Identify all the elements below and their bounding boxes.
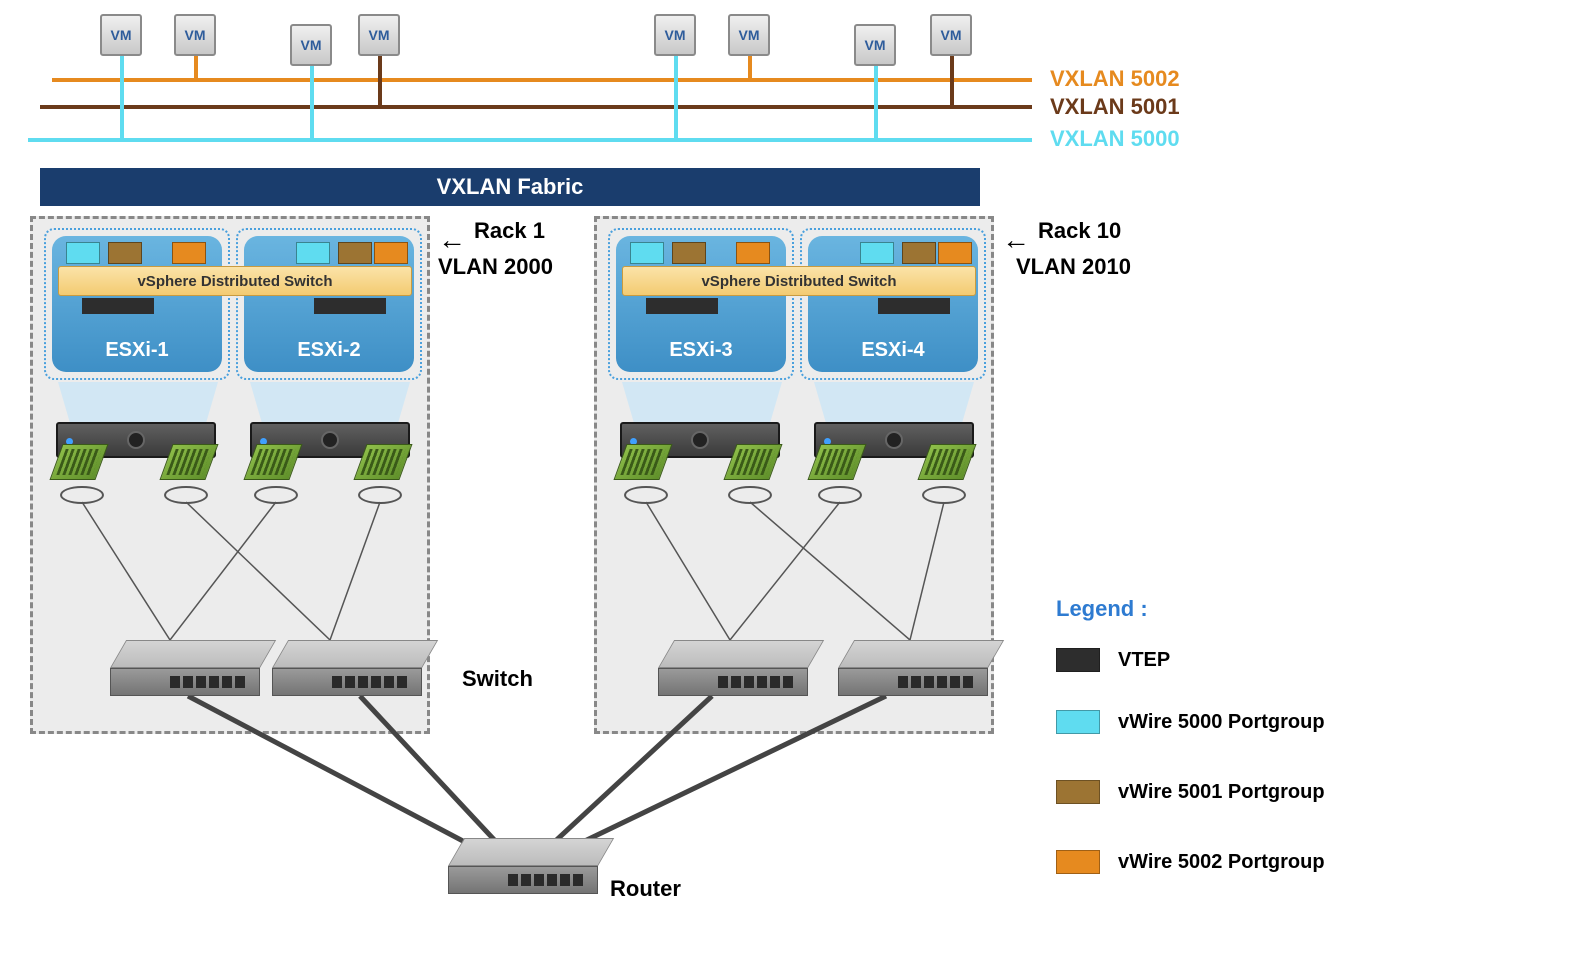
rack-10-vlan: VLAN 2010: [1016, 254, 1131, 280]
esxi-2-label: ESXi-2: [244, 339, 414, 362]
switch-2: [272, 640, 422, 696]
nic-oval: [164, 486, 208, 504]
vm-5-drop: [674, 52, 678, 140]
esxi-1-label: ESXi-1: [52, 339, 222, 362]
rack-1-vlan: VLAN 2000: [438, 254, 553, 280]
vm-box-3: VM: [290, 24, 332, 66]
switch-4: [838, 640, 988, 696]
legend-item-label: vWire 5000 Portgroup: [1118, 711, 1325, 734]
esxi-4-label: ESXi-4: [808, 339, 978, 362]
esxi-3-label: ESXi-3: [616, 339, 786, 362]
vxlan-fabric-bar: VXLAN Fabric: [40, 168, 980, 206]
switch-label: Switch: [462, 666, 533, 692]
legend-5000: vWire 5000 Portgroup: [1056, 710, 1325, 734]
nic-oval: [60, 486, 104, 504]
vm-box-1: VM: [100, 14, 142, 56]
pg-5001: [338, 242, 372, 264]
vm-6-drop: [748, 52, 752, 80]
vm-1-drop: [120, 52, 124, 140]
vtep-esxi2: [314, 298, 386, 314]
pg-5002: [938, 242, 972, 264]
switch-1: [110, 640, 260, 696]
vm-box-6: VM: [728, 14, 770, 56]
switch-3: [658, 640, 808, 696]
vm-label: VM: [369, 27, 390, 43]
vtep-esxi3: [646, 298, 718, 314]
vxlan-5001-line: [40, 105, 1032, 109]
vm-label: VM: [941, 27, 962, 43]
dvs-rack10: vSphere Distributed Switch: [622, 266, 976, 296]
vxlan-5002-line: [52, 78, 1032, 82]
vm-box-2: VM: [174, 14, 216, 56]
router: [448, 838, 598, 894]
vm-box-4: VM: [358, 14, 400, 56]
vm-label: VM: [739, 27, 760, 43]
vm-7-drop: [874, 62, 878, 140]
vm-label: VM: [185, 27, 206, 43]
vxlan-5000-line: [28, 138, 1032, 142]
rack-1-label: Rack 1: [474, 218, 545, 244]
vm-box-5: VM: [654, 14, 696, 56]
nic-oval: [818, 486, 862, 504]
dvs-label: vSphere Distributed Switch: [701, 273, 896, 290]
vm-label: VM: [865, 37, 886, 53]
vm-box-8: VM: [930, 14, 972, 56]
rack-10-arrow: ←: [1002, 224, 1030, 256]
vtep-esxi4: [878, 298, 950, 314]
legend-title: Legend :: [1056, 596, 1148, 622]
pg-5000: [860, 242, 894, 264]
nic-oval: [254, 486, 298, 504]
vxlan-5000-label: VXLAN 5000: [1050, 126, 1180, 152]
rack-10-label: Rack 10: [1038, 218, 1121, 244]
dvs-label: vSphere Distributed Switch: [137, 273, 332, 290]
legend-5001: vWire 5001 Portgroup: [1056, 780, 1325, 804]
legend-vtep: VTEP: [1056, 648, 1170, 672]
pg-5000: [66, 242, 100, 264]
nic-oval: [624, 486, 668, 504]
diagram-canvas: VXLAN 5002 VXLAN 5001 VXLAN 5000 VM VM V…: [0, 0, 1570, 976]
vm-box-7: VM: [854, 24, 896, 66]
nic-oval: [728, 486, 772, 504]
pg-5002: [374, 242, 408, 264]
vm-4-drop: [378, 52, 382, 107]
legend-5002: vWire 5002 Portgroup: [1056, 850, 1325, 874]
vm-label: VM: [301, 37, 322, 53]
rack-1-arrow: ←: [438, 224, 466, 256]
pg-5000: [296, 242, 330, 264]
vm-2-drop: [194, 52, 198, 80]
pg-5000: [630, 242, 664, 264]
pg-5002: [736, 242, 770, 264]
pg-5002: [172, 242, 206, 264]
nic-oval: [358, 486, 402, 504]
vm-label: VM: [111, 27, 132, 43]
pg-5001: [672, 242, 706, 264]
fabric-label: VXLAN Fabric: [437, 174, 584, 200]
vxlan-5001-label: VXLAN 5001: [1050, 94, 1180, 120]
vm-8-drop: [950, 52, 954, 107]
legend-item-label: vWire 5002 Portgroup: [1118, 851, 1325, 874]
vxlan-5002-label: VXLAN 5002: [1050, 66, 1180, 92]
vm-3-drop: [310, 62, 314, 140]
nic-oval: [922, 486, 966, 504]
router-label: Router: [610, 876, 681, 902]
vtep-esxi1: [82, 298, 154, 314]
dvs-rack1: vSphere Distributed Switch: [58, 266, 412, 296]
pg-5001: [902, 242, 936, 264]
vm-label: VM: [665, 27, 686, 43]
pg-5001: [108, 242, 142, 264]
legend-item-label: VTEP: [1118, 649, 1170, 672]
legend-item-label: vWire 5001 Portgroup: [1118, 781, 1325, 804]
